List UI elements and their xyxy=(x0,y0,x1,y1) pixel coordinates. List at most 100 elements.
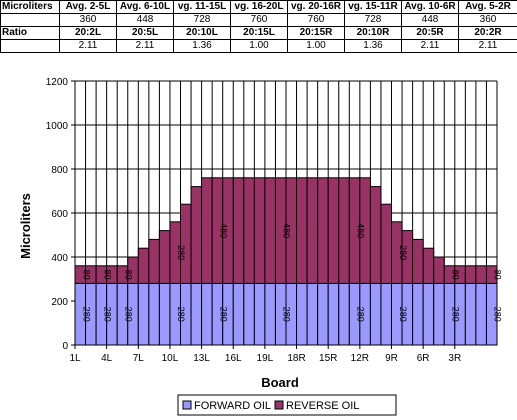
data-label: 280 xyxy=(451,307,461,322)
summary-table: Microliters Avg. 2-5L Avg. 6-10L vg. 11-15L… xyxy=(0,0,517,53)
data-label: 80 xyxy=(451,270,461,280)
table-cell: vg. 15-11R xyxy=(344,0,402,14)
legend-box xyxy=(177,394,397,416)
table-row: 2.11 2.11 1.36 1.00 1.00 1.36 2.11 2.11 xyxy=(0,39,517,53)
bar-forward-oil xyxy=(296,282,308,346)
table-cell: 1.00 xyxy=(230,39,288,53)
x-axis-title: Board xyxy=(261,375,299,390)
bar-reverse-oil xyxy=(180,203,192,284)
bar-forward-oil xyxy=(201,282,213,346)
table-cell: 760 xyxy=(230,13,288,27)
table-cell: 360 xyxy=(458,13,517,27)
bar-forward-oil xyxy=(412,282,424,346)
legend-swatch-reverse-oil xyxy=(274,400,284,410)
table-cell: Avg. 5-2R xyxy=(458,0,517,14)
table-cell: 728 xyxy=(344,13,402,27)
bar-reverse-oil xyxy=(338,177,350,284)
bar-reverse-oil xyxy=(412,238,424,284)
bar-reverse-oil xyxy=(380,203,393,284)
table-cell: 20:5R xyxy=(401,26,459,40)
legend-label: REVERSE OIL xyxy=(286,400,359,412)
x-tick-label: 10L xyxy=(162,353,179,364)
table-cell: vg. 20-16R xyxy=(287,0,345,14)
y-tick-label: 200 xyxy=(51,297,68,308)
table-cell: 2.11 xyxy=(458,39,517,53)
bar-forward-oil xyxy=(158,282,171,346)
table-row: 360 448 728 760 760 728 448 360 xyxy=(0,13,517,27)
bar-forward-oil xyxy=(475,282,487,346)
x-tick-label: 13L xyxy=(193,353,210,364)
data-label: 280 xyxy=(176,245,186,260)
bar-reverse-oil xyxy=(158,230,171,284)
table-cell: 448 xyxy=(116,13,174,27)
bar-forward-oil xyxy=(433,282,445,346)
x-tick-label: 7L xyxy=(133,353,145,364)
bar-reverse-oil xyxy=(253,177,266,284)
x-tick-label: 18R xyxy=(287,353,305,364)
data-label: 80 xyxy=(123,270,133,280)
table-cell: 2.11 xyxy=(59,39,117,53)
data-label: 480 xyxy=(218,223,228,238)
x-tick-label: 4L xyxy=(101,353,113,364)
table-cell: 20:10L xyxy=(173,26,231,40)
bar-forward-oil xyxy=(327,282,340,346)
data-label: 280 xyxy=(282,307,292,322)
bar-reverse-oil xyxy=(485,265,498,284)
bar-reverse-oil xyxy=(296,177,308,284)
table-row-label: Ratio xyxy=(0,26,60,40)
bar-forward-oil xyxy=(422,282,435,346)
table-cell: 2.11 xyxy=(116,39,174,53)
data-label: 280 xyxy=(493,307,503,322)
table-row: Ratio 20:2L 20:5L 20:10L 20:15L 20:15R 20:10R 2… xyxy=(0,26,517,40)
table-cell: 20:5L xyxy=(116,26,174,40)
bar-forward-oil xyxy=(317,282,329,346)
stacked-bar-chart: 280 80 280 80 280 80 280 280 280 480 280 480 280 480 2… xyxy=(18,77,503,416)
bar-reverse-oil xyxy=(306,177,319,284)
legend-swatch-forward-oil xyxy=(182,400,192,410)
data-label: 280 xyxy=(356,307,366,322)
bar-forward-oil xyxy=(137,282,150,346)
bar-forward-oil xyxy=(148,282,160,346)
table-cell: 1.36 xyxy=(344,39,402,53)
legend-label: FORWARD OIL xyxy=(194,400,271,412)
bar-reverse-oil xyxy=(264,177,276,284)
data-label: 280 xyxy=(81,307,91,322)
table-cell: 728 xyxy=(173,13,231,27)
bar-forward-oil xyxy=(369,282,382,346)
data-label: 280 xyxy=(398,307,408,322)
data-label: 280 xyxy=(218,307,228,322)
data-label: 280 xyxy=(398,245,408,260)
table-row-label xyxy=(0,39,60,53)
bar-reverse-oil xyxy=(317,177,329,284)
chart-bars xyxy=(74,177,498,346)
y-tick-label: 800 xyxy=(51,165,68,176)
bar-reverse-oil xyxy=(148,238,160,284)
table-cell: 360 xyxy=(59,13,117,27)
table-row-label: Microliters xyxy=(0,0,60,14)
table-cell: 760 xyxy=(287,13,345,27)
y-tick-label: 400 xyxy=(51,253,68,264)
x-tick-label: 16L xyxy=(225,353,242,364)
table-cell: 20:15L xyxy=(230,26,288,40)
data-label: 480 xyxy=(282,223,292,238)
table-cell: 20:10R xyxy=(344,26,402,40)
data-label: 280 xyxy=(102,307,112,322)
y-axis-title: Microliters xyxy=(18,193,33,259)
data-label: 80 xyxy=(493,270,503,280)
bar-forward-oil xyxy=(306,282,319,346)
bar-reverse-oil xyxy=(369,186,382,284)
y-tick-label: 1200 xyxy=(46,77,69,88)
table-cell: 20:2L xyxy=(59,26,117,40)
chart-axes: 0 200 400 600 800 1000 1200 1L 4L 7L 10L 13L 16L 19L 1… xyxy=(46,77,497,364)
bar-forward-oil xyxy=(464,282,477,346)
table-row-label xyxy=(0,13,60,27)
chart-legend: FORWARD OIL REVERSE OIL xyxy=(177,394,397,416)
table-cell: 20:2R xyxy=(458,26,517,40)
table-cell: 2.11 xyxy=(401,39,459,53)
bar-forward-oil xyxy=(338,282,350,346)
bar-reverse-oil xyxy=(232,177,245,284)
summary-table-body: Microliters Avg. 2-5L Avg. 6-10L vg. 11-15L… xyxy=(0,0,517,53)
bar-reverse-oil xyxy=(190,186,203,284)
bar-forward-oil xyxy=(232,282,245,346)
x-tick-label: 9R xyxy=(385,353,398,364)
